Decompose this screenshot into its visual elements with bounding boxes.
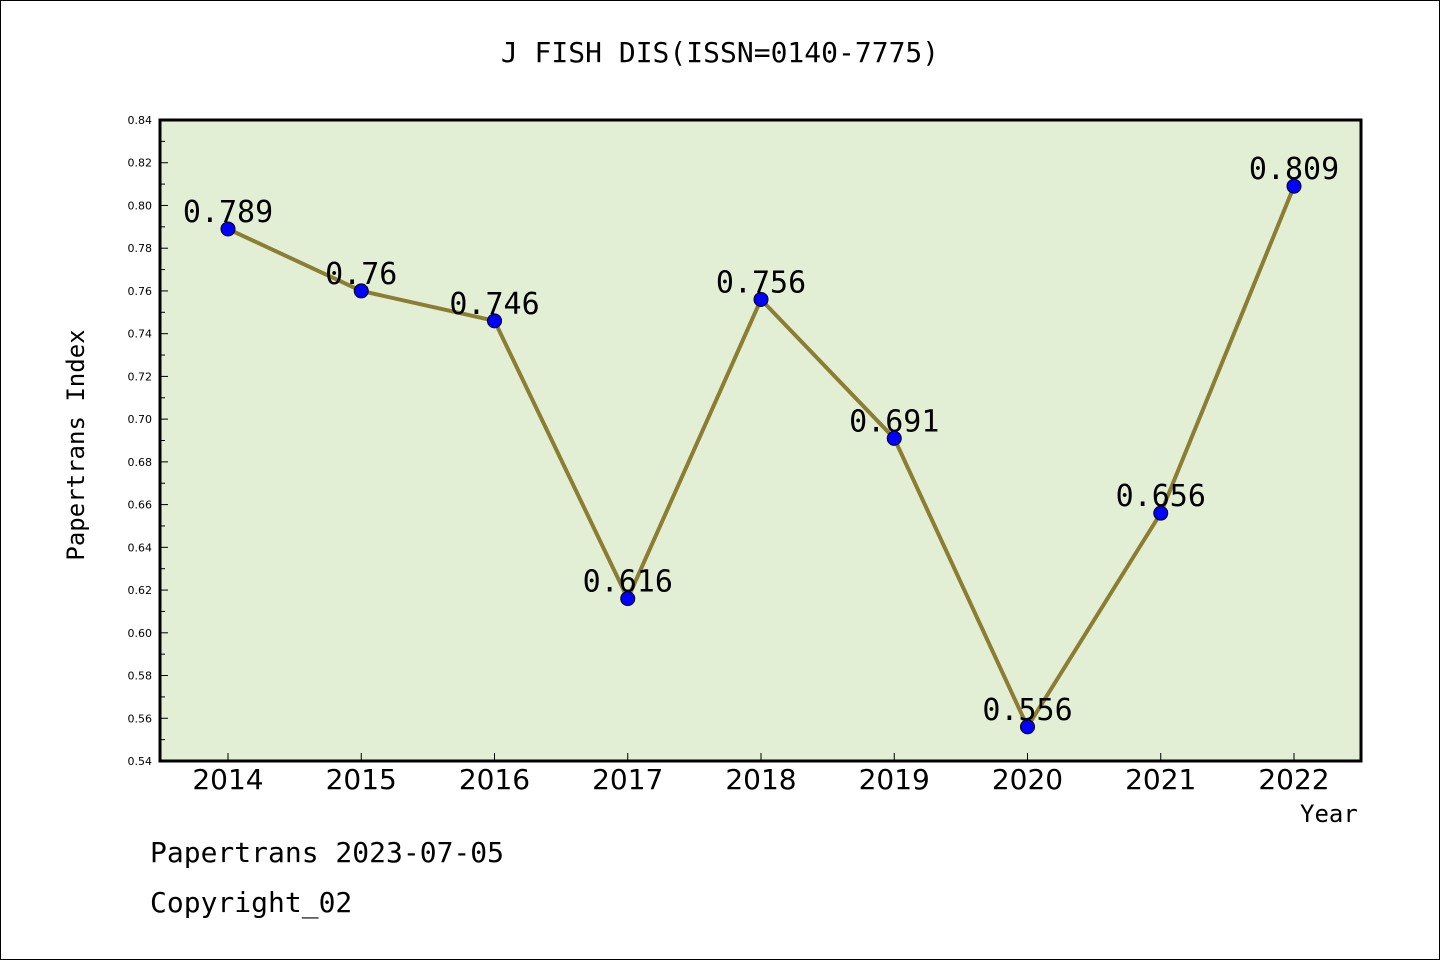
x-tick-label: 2016 [459,763,530,796]
chart-title: J FISH DIS(ISSN=0140-7775) [500,36,940,69]
x-tick-label: 2015 [326,763,397,796]
data-label: 0.691 [849,404,939,439]
x-axis-label: Year [1300,800,1358,828]
footer-copyright: Copyright_02 [150,886,353,919]
x-tick-label: 2018 [725,763,796,796]
footer-date: Papertrans 2023-07-05 [150,836,505,869]
y-tick-label: 0.62 [128,584,153,597]
y-tick-label: 0.78 [128,242,153,255]
x-tick-label: 2017 [592,763,663,796]
y-tick-label: 0.80 [128,199,153,212]
data-label: 0.756 [716,265,806,300]
y-tick-label: 0.56 [128,712,153,725]
y-tick-label: 0.70 [128,413,153,426]
data-label: 0.616 [583,565,673,600]
data-point [1286,178,1302,194]
y-tick-label: 0.68 [128,456,153,469]
y-tick-label: 0.60 [128,627,153,640]
x-tick-label: 2019 [859,763,930,796]
plot-border [158,118,1363,763]
data-point [487,313,502,329]
x-tick-label: 2022 [1258,763,1329,796]
data-point [220,221,236,237]
data-point [886,430,902,446]
data-label: 0.556 [982,693,1072,728]
x-tick-label: 2020 [992,763,1063,796]
data-point [620,591,636,607]
y-tick-label: 0.54 [128,755,153,768]
y-tick-label: 0.66 [128,499,153,512]
data-label: 0.789 [183,195,273,230]
data-point [1153,505,1169,521]
y-tick-label: 0.72 [128,370,153,383]
y-tick-label: 0.76 [128,285,153,298]
data-label: 0.656 [1116,479,1206,514]
data-point [753,291,769,307]
plot-area [160,120,1361,761]
x-tick-label: 2014 [192,763,263,796]
y-tick-label: 0.74 [128,328,153,341]
data-label: 0.76 [325,257,397,292]
data-point [353,283,369,299]
y-tick-label: 0.84 [128,114,153,127]
data-label: 0.809 [1249,152,1339,187]
y-tick-label: 0.64 [128,541,153,554]
x-tick-label: 2021 [1125,763,1196,796]
data-label: 0.746 [449,287,539,322]
y-tick-label: 0.82 [128,157,153,170]
y-tick-label: 0.58 [128,670,153,683]
data-point [1020,719,1035,735]
